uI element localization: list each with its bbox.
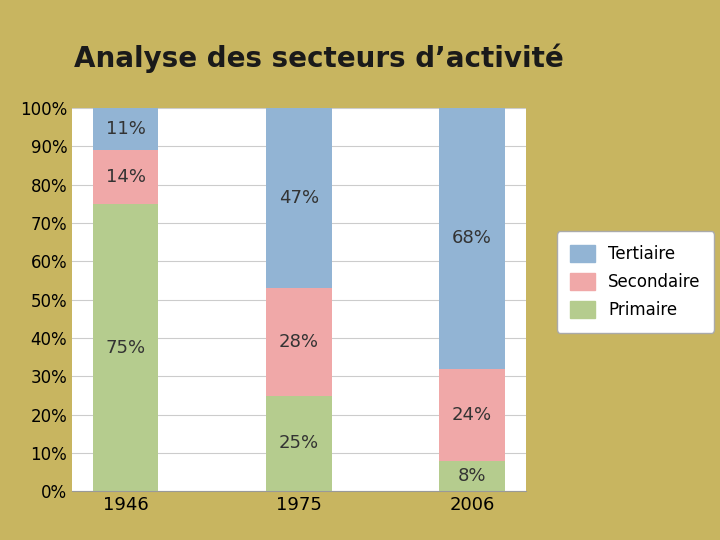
Legend: Tertiaire, Secondaire, Primaire: Tertiaire, Secondaire, Primaire (557, 231, 714, 333)
Text: 8%: 8% (458, 467, 486, 485)
Bar (266, 395, 332, 491)
Text: 47%: 47% (279, 189, 319, 207)
Bar (93, 204, 158, 491)
Text: 14%: 14% (106, 168, 145, 186)
Bar (439, 108, 505, 369)
Bar (266, 108, 332, 288)
Bar (266, 288, 332, 395)
Bar (439, 369, 505, 461)
Text: 68%: 68% (452, 230, 492, 247)
Bar (93, 108, 158, 150)
Text: 28%: 28% (279, 333, 319, 351)
Text: 25%: 25% (279, 435, 319, 453)
Bar (93, 150, 158, 204)
Text: 24%: 24% (452, 406, 492, 424)
Bar (439, 461, 505, 491)
Text: 75%: 75% (105, 339, 145, 356)
Text: Analyse des secteurs d’activité: Analyse des secteurs d’activité (73, 44, 564, 73)
Text: 11%: 11% (106, 120, 145, 138)
